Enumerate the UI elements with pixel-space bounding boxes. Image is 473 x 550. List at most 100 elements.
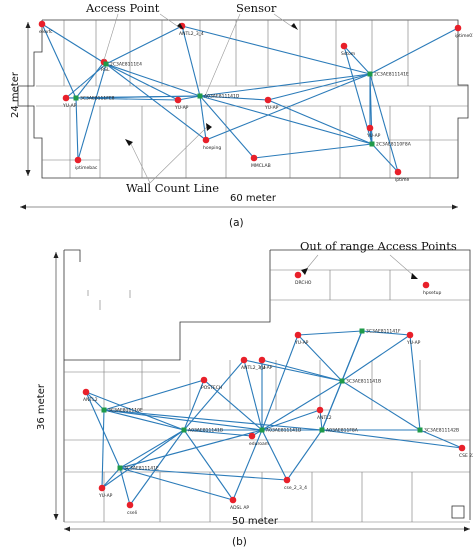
- access-point-arrow: [177, 23, 184, 30]
- access-point-marker: [174, 96, 182, 104]
- access-point-label: cse_2_3_4: [284, 485, 307, 491]
- panel-b-walls: [63, 249, 471, 523]
- panel-a-nodes: elevfc ANTL2_3_4 iptime011 Sstom RSL YU-AP YU-…: [38, 20, 473, 183]
- sensor-marker: [101, 407, 107, 413]
- access-point-label: YU-AP: [406, 340, 421, 346]
- panel-b-link: [243, 359, 263, 431]
- sensor-marker: [367, 71, 373, 77]
- panel-a-walls: [17, 19, 469, 179]
- panel-b-link: [183, 379, 205, 431]
- access-point-marker: [294, 331, 302, 339]
- access-point-label: YU-AP: [264, 105, 279, 111]
- panel-a-link: [205, 73, 371, 141]
- sensor-label: A03AE811141B: [188, 428, 223, 434]
- access-point-label: elevfc: [39, 29, 53, 35]
- access-point-marker: [340, 42, 348, 50]
- panel-b-link: [85, 391, 105, 411]
- panel-b-link: [321, 429, 463, 449]
- sensor-label: A03AE811141D: [266, 428, 302, 434]
- panel-a: elevfc ANTL2_3_4 iptime011 Sstom RSL YU-AP YU-…: [10, 1, 473, 229]
- panel-a-link: [105, 25, 183, 65]
- panel-b-link: [341, 334, 411, 382]
- panel-b-link: [261, 429, 288, 481]
- panel-a-link: [65, 95, 201, 99]
- sensor-label: A03AE811F8A: [326, 428, 359, 434]
- sensor-label: 3C3AE811141B: [346, 379, 381, 385]
- access-point-label: YU-AP: [98, 493, 113, 499]
- sensor-marker: [103, 61, 109, 67]
- sensor-label: 3C3AE8111FE8: [80, 96, 115, 102]
- panel-b-link: [409, 334, 421, 431]
- access-point-marker: [264, 96, 272, 104]
- access-point-label: hoeping: [203, 145, 221, 151]
- access-point-label: YU-AP: [62, 103, 77, 109]
- panel-a-link: [267, 73, 371, 101]
- panel-b-link: [85, 391, 185, 431]
- panel-a-link: [105, 63, 207, 141]
- access-point-marker: [74, 156, 82, 164]
- panel-b-link: [232, 429, 263, 501]
- sensor-marker: [319, 427, 325, 433]
- wall-line-arrow: [125, 139, 133, 146]
- panel-a-link: [41, 23, 107, 65]
- sensor-label: 3C3AE811110E: [108, 408, 143, 414]
- sensor-label: 3C3AE811142B: [424, 428, 459, 434]
- panel-a-link: [369, 27, 459, 75]
- access-point-marker: [422, 281, 430, 289]
- panel-b-link: [183, 429, 253, 437]
- annotation-out-of-range: Out of range Access Points: [300, 239, 457, 253]
- access-point-marker: [229, 496, 237, 504]
- access-point-marker: [98, 484, 106, 492]
- panel-a-link: [77, 63, 107, 161]
- access-point-leader-2: [159, 13, 181, 29]
- sensor-marker: [259, 427, 265, 433]
- access-point-marker: [200, 376, 208, 384]
- access-point-marker: [366, 124, 374, 132]
- panel-a-link: [199, 73, 371, 97]
- panel-b-width-label: 50 meter: [232, 516, 279, 527]
- annotation-access-point: Access Point: [85, 1, 160, 15]
- out-of-range-leader-2: [389, 254, 415, 277]
- access-point-label: iptimebac: [75, 165, 98, 171]
- access-point-label: DRCHO: [295, 280, 312, 286]
- wall-line-arrow-2: [206, 123, 212, 131]
- panel-b-link: [103, 409, 185, 431]
- annotation-sensor: Sensor: [236, 1, 277, 15]
- panel-b-link: [103, 409, 323, 431]
- panel-a-link: [65, 63, 107, 99]
- panel-b-height-label: 36 meter: [36, 383, 47, 430]
- access-point-marker: [62, 94, 70, 102]
- panel-a-link: [369, 73, 373, 145]
- sensor-marker: [369, 141, 375, 147]
- panel-b-link: [261, 409, 321, 431]
- access-point-label: iptime: [395, 177, 410, 183]
- panel-a-link: [181, 25, 371, 75]
- access-point-marker: [294, 271, 302, 279]
- sensor-arrow: [291, 23, 298, 30]
- access-point-label: eduroam: [249, 441, 269, 447]
- panel-b-width-dimension: 50 meter: [64, 516, 470, 532]
- sensor-label: 2C3AE8110F8A: [376, 142, 412, 148]
- panel-b-link: [101, 409, 105, 489]
- panel-b-link: [103, 379, 205, 411]
- panel-a-link: [75, 97, 79, 161]
- panel-a-width-dimension: 60 meter: [20, 193, 458, 210]
- access-point-marker: [82, 388, 90, 396]
- panel-a-link: [267, 99, 373, 145]
- access-point-marker: [250, 154, 258, 162]
- panel-a-link: [181, 25, 201, 97]
- access-point-marker: [316, 406, 324, 414]
- panel-a-link: [199, 95, 207, 141]
- access-point-label: YU-AP: [294, 340, 309, 346]
- panel-b-link: [103, 409, 263, 431]
- panel-b-link: [119, 429, 263, 469]
- access-point-label: ANTL2: [83, 397, 98, 403]
- panel-a-link: [369, 73, 399, 173]
- access-point-marker: [248, 432, 256, 440]
- access-point-leader: [103, 13, 119, 61]
- access-point-label: YU-AP: [174, 105, 189, 111]
- wall-line-leader: [129, 141, 151, 184]
- panel-a-link: [371, 143, 399, 173]
- sensor-label: 2C3AE811141E: [374, 72, 409, 78]
